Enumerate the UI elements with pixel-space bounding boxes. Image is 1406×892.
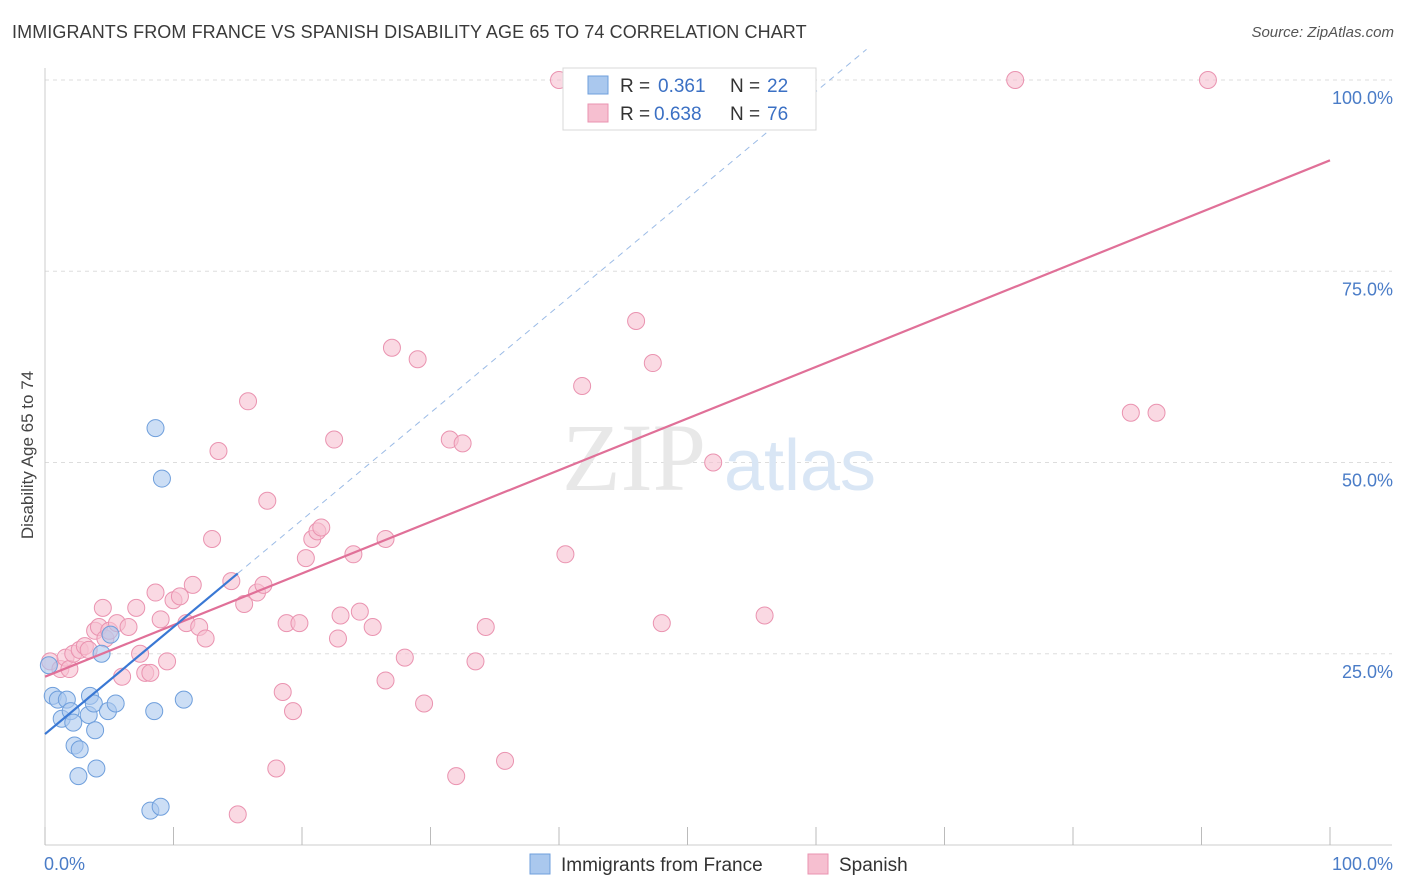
spanish-point-48 — [328, 629, 347, 648]
spanish-point-63 — [476, 617, 495, 636]
spanish-point-77 — [1198, 71, 1217, 89]
spanish-point-28 — [196, 629, 215, 648]
spanish-point-15 — [119, 617, 138, 636]
points-layer — [39, 71, 1217, 824]
spanish-point-41 — [284, 702, 303, 721]
legend-n-label-1: N = — [730, 76, 760, 97]
trend-layer — [44, 49, 1331, 735]
spanish-point-26 — [183, 575, 202, 594]
bottom-legend: Immigrants from France Spanish — [529, 853, 908, 876]
spanish-point-67 — [573, 377, 592, 395]
bottom-legend-swatch-pink — [807, 853, 829, 875]
bottom-legend-label-france: Immigrants from France — [561, 855, 763, 876]
legend-n-label-2: N = — [730, 104, 760, 125]
legend-r-value-2: 0.638 — [654, 104, 702, 125]
spanish-point-55 — [382, 338, 401, 357]
france-point-17 — [101, 625, 120, 644]
x-tick-label-1: 100.0% — [1332, 854, 1393, 874]
france-point-6 — [64, 713, 83, 732]
spanish-point-70 — [652, 614, 671, 633]
axes-layer — [44, 68, 1392, 846]
spanish-point-31 — [222, 572, 241, 591]
france-point-18 — [106, 694, 125, 713]
y-tick-label-2: 75.0% — [1342, 279, 1393, 299]
spanish-point-37 — [258, 491, 277, 510]
legend-n-value-2: 76 — [767, 104, 788, 125]
y-tick-label-1: 50.0% — [1342, 471, 1393, 491]
spanish-point-32 — [228, 805, 247, 824]
x-tick-label-0: 0.0% — [44, 854, 85, 874]
bottom-legend-label-spanish: Spanish — [839, 855, 908, 876]
spanish-point-52 — [363, 617, 382, 636]
spanish-point-30 — [209, 442, 228, 461]
grid-layer — [45, 79, 1392, 655]
spanish-point-73 — [755, 606, 774, 625]
spanish-point-49 — [331, 606, 350, 625]
spanish-point-43 — [296, 549, 315, 568]
spanish-point-16 — [127, 598, 146, 617]
spanish-point-10 — [93, 598, 112, 617]
spanish-point-24 — [170, 587, 189, 606]
spanish-trend-line — [44, 159, 1331, 678]
spanish-point-47 — [325, 430, 344, 449]
spanish-point-56 — [395, 648, 414, 667]
spanish-point-20 — [146, 583, 165, 602]
y-tick-label-0: 25.0% — [1342, 662, 1393, 682]
spanish-point-21 — [151, 610, 170, 629]
spanish-point-75 — [1121, 403, 1140, 422]
spanish-point-60 — [447, 767, 466, 786]
france-point-14 — [87, 759, 106, 778]
france-point-20 — [145, 702, 164, 721]
spanish-point-22 — [158, 652, 177, 671]
watermark: ZIP atlas — [562, 404, 876, 511]
spanish-point-66 — [556, 545, 575, 564]
bottom-legend-swatch-blue — [529, 853, 551, 875]
france-point-23 — [152, 469, 171, 488]
france-trend-line — [44, 572, 239, 735]
spanish-point-61 — [453, 434, 472, 453]
legend-r-label-1: R = — [620, 76, 650, 97]
spanish-point-76 — [1147, 403, 1166, 422]
spanish-point-54 — [376, 671, 395, 690]
france-point-0 — [39, 656, 58, 675]
legend-swatch-pink — [587, 103, 609, 123]
france-point-8 — [69, 767, 88, 786]
france-point-9 — [70, 740, 89, 759]
france-point-21 — [146, 419, 165, 438]
spanish-point-69 — [643, 354, 662, 373]
spanish-point-46 — [312, 518, 331, 537]
spanish-point-71 — [704, 453, 723, 472]
chart-title: IMMIGRANTS FROM FRANCE VS SPANISH DISABI… — [12, 22, 807, 42]
spanish-point-38 — [267, 759, 286, 778]
legend-r-label-2: R = — [620, 104, 650, 125]
spanish-point-58 — [415, 694, 434, 713]
legend-r-value-1: 0.361 — [658, 76, 706, 97]
spanish-point-42 — [290, 614, 309, 633]
spanish-point-34 — [239, 392, 258, 411]
france-point-12 — [84, 694, 103, 713]
spanish-point-39 — [273, 683, 292, 701]
ticks-layer: 25.0% 50.0% 75.0% 100.0% 0.0% 100.0% — [44, 88, 1393, 874]
spanish-point-68 — [627, 311, 646, 330]
y-tick-label-3: 100.0% — [1332, 88, 1393, 108]
spanish-point-57 — [408, 350, 427, 369]
y-axis-label: Disability Age 65 to 74 — [18, 371, 37, 539]
watermark-atlas: atlas — [724, 426, 876, 506]
spanish-point-51 — [350, 602, 369, 621]
legend-box: R = 0.361 N = 22 R = 0.638 N = 76 — [562, 67, 817, 131]
spanish-point-62 — [466, 652, 485, 671]
spanish-point-19 — [141, 663, 160, 682]
france-point-22 — [151, 797, 170, 816]
spanish-point-29 — [203, 530, 222, 548]
france-point-24 — [174, 690, 193, 709]
legend-n-value-1: 22 — [767, 76, 788, 97]
source-label: Source: ZipAtlas.com — [1251, 24, 1394, 41]
spanish-point-64 — [496, 751, 515, 770]
spanish-point-74 — [1006, 71, 1025, 89]
france-trend-extension — [237, 49, 867, 574]
france-point-13 — [86, 721, 105, 740]
legend-swatch-blue — [587, 75, 609, 95]
